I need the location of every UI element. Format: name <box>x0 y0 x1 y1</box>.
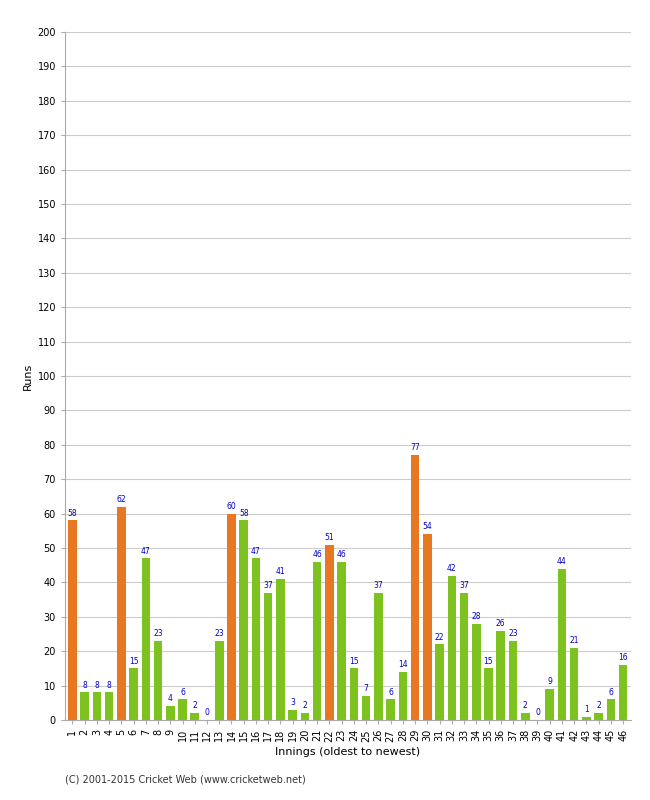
Text: 47: 47 <box>251 546 261 555</box>
Bar <box>117 506 125 720</box>
Bar <box>276 579 285 720</box>
Bar <box>227 514 236 720</box>
Bar <box>521 713 530 720</box>
Text: 62: 62 <box>116 495 126 504</box>
Text: 8: 8 <box>94 681 99 690</box>
Text: 23: 23 <box>153 629 163 638</box>
Bar <box>289 710 297 720</box>
Text: 15: 15 <box>129 657 138 666</box>
Bar <box>215 641 224 720</box>
Text: 0: 0 <box>535 708 540 718</box>
Bar <box>436 644 444 720</box>
Text: 37: 37 <box>263 581 273 590</box>
Text: 14: 14 <box>398 660 408 669</box>
Bar <box>129 669 138 720</box>
Bar <box>558 569 566 720</box>
Text: 1: 1 <box>584 705 589 714</box>
Bar <box>350 669 358 720</box>
Text: 77: 77 <box>410 443 420 452</box>
Text: 58: 58 <box>68 509 77 518</box>
Text: 47: 47 <box>141 546 151 555</box>
Text: 7: 7 <box>363 684 369 693</box>
Text: 15: 15 <box>349 657 359 666</box>
Text: 3: 3 <box>291 698 295 707</box>
Bar <box>105 693 113 720</box>
Text: 42: 42 <box>447 564 456 573</box>
Bar <box>252 558 260 720</box>
Text: 9: 9 <box>547 678 552 686</box>
Text: 37: 37 <box>459 581 469 590</box>
Bar <box>81 693 89 720</box>
Text: 21: 21 <box>569 636 579 645</box>
Text: 2: 2 <box>192 702 197 710</box>
Text: 2: 2 <box>302 702 307 710</box>
Text: 26: 26 <box>496 619 506 628</box>
X-axis label: Innings (oldest to newest): Innings (oldest to newest) <box>275 747 421 757</box>
Text: 8: 8 <box>107 681 111 690</box>
Text: 16: 16 <box>618 654 628 662</box>
Text: 6: 6 <box>180 688 185 697</box>
Text: 44: 44 <box>557 557 567 566</box>
Bar <box>594 713 603 720</box>
Bar <box>582 717 591 720</box>
Bar <box>460 593 468 720</box>
Text: 58: 58 <box>239 509 248 518</box>
Y-axis label: Runs: Runs <box>23 362 33 390</box>
Text: 6: 6 <box>388 688 393 697</box>
Bar <box>300 713 309 720</box>
Text: 28: 28 <box>471 612 481 621</box>
Bar <box>154 641 162 720</box>
Bar <box>386 699 395 720</box>
Bar <box>423 534 432 720</box>
Text: 0: 0 <box>205 708 209 718</box>
Text: 6: 6 <box>608 688 614 697</box>
Bar <box>509 641 517 720</box>
Text: 60: 60 <box>227 502 237 511</box>
Text: 54: 54 <box>422 522 432 531</box>
Text: (C) 2001-2015 Cricket Web (www.cricketweb.net): (C) 2001-2015 Cricket Web (www.cricketwe… <box>65 774 306 784</box>
Bar <box>68 521 77 720</box>
Bar <box>484 669 493 720</box>
Text: 46: 46 <box>337 550 346 559</box>
Text: 51: 51 <box>324 533 334 542</box>
Bar <box>447 575 456 720</box>
Text: 8: 8 <box>82 681 87 690</box>
Bar <box>362 696 370 720</box>
Text: 23: 23 <box>214 629 224 638</box>
Bar <box>619 665 627 720</box>
Bar <box>606 699 615 720</box>
Bar <box>325 545 333 720</box>
Text: 4: 4 <box>168 694 173 703</box>
Bar <box>142 558 150 720</box>
Bar <box>570 648 578 720</box>
Bar <box>313 562 322 720</box>
Bar <box>92 693 101 720</box>
Bar <box>545 689 554 720</box>
Text: 23: 23 <box>508 629 518 638</box>
Text: 15: 15 <box>484 657 493 666</box>
Bar <box>239 521 248 720</box>
Bar <box>166 706 175 720</box>
Bar <box>337 562 346 720</box>
Text: 2: 2 <box>596 702 601 710</box>
Text: 37: 37 <box>374 581 383 590</box>
Bar <box>264 593 272 720</box>
Bar <box>190 713 199 720</box>
Bar <box>178 699 187 720</box>
Bar <box>411 455 419 720</box>
Text: 22: 22 <box>435 633 445 642</box>
Text: 46: 46 <box>312 550 322 559</box>
Bar <box>374 593 383 720</box>
Text: 2: 2 <box>523 702 528 710</box>
Bar <box>497 630 505 720</box>
Bar <box>398 672 407 720</box>
Bar <box>472 624 480 720</box>
Text: 41: 41 <box>276 567 285 576</box>
